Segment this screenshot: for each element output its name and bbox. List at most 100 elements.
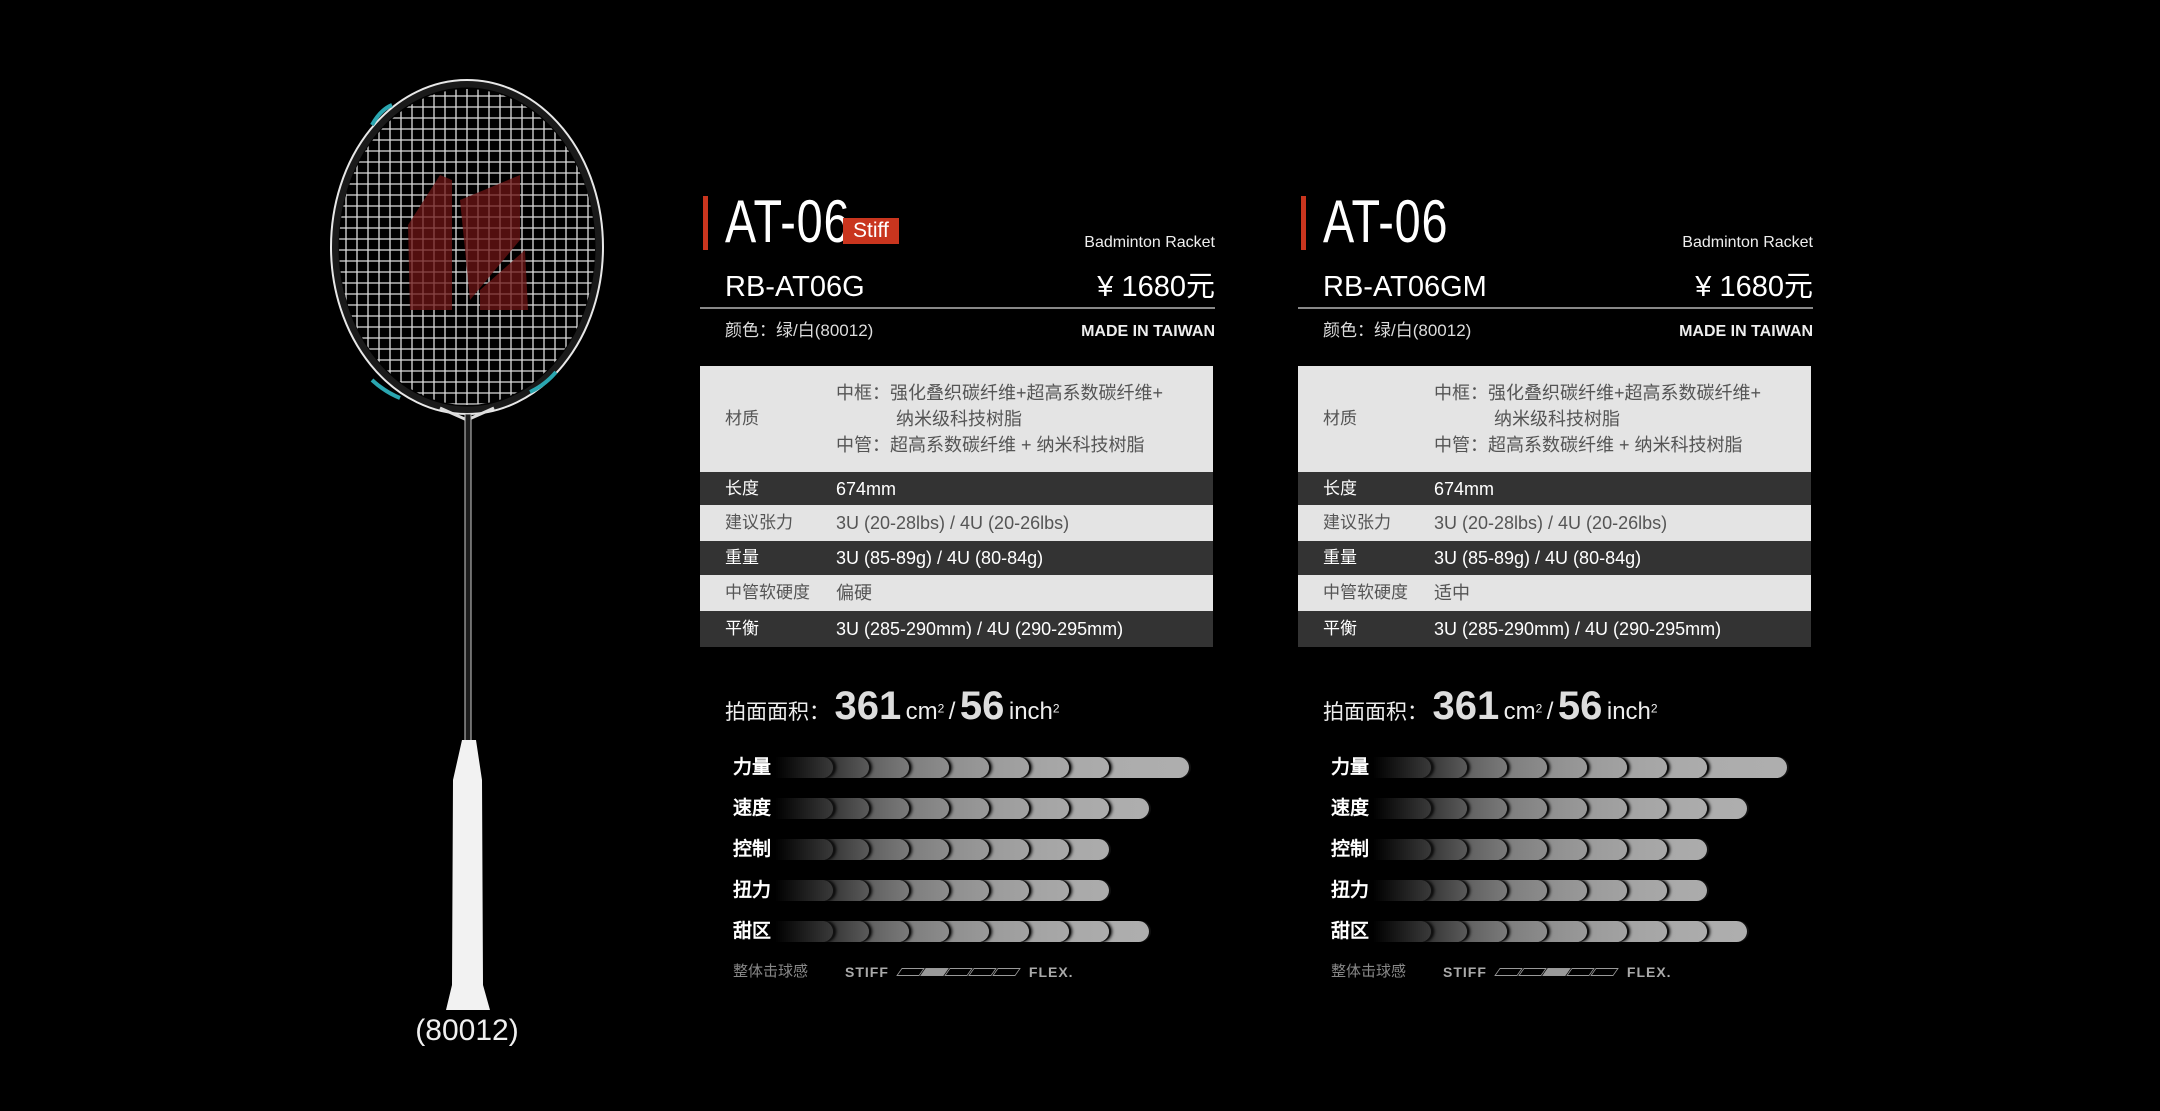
rating-row: 控制 [703,832,1223,873]
feel-scale: 整体击球感 STIFF FLEX. [1331,963,1672,980]
color-info: 颜色：绿/白(80012) [1323,321,1472,340]
rating-segment [1537,839,1587,860]
spec-table: 材质 中框：强化叠织碳纤维+超高系数碳纤维+ 纳米级科技树脂 中管：超高系数碳纤维 +… [700,366,1213,647]
spec-value: 中框：强化叠织碳纤维+超高系数碳纤维+ [836,383,1164,403]
model-number: RB-AT06GM [1323,271,1487,303]
spec-row: 中管软硬度 适中 [1298,575,1811,611]
rating-label: 控制 [1331,839,1370,860]
rating-segment [859,798,909,819]
spec-value: 适中 [1434,583,1470,603]
accent-bar [703,196,708,250]
rating-segment [1577,921,1627,942]
rating-segment [1577,839,1627,860]
racket-logo [408,175,528,310]
product-panel: AT-06 Stiff Badminton Racket RB-AT06G ¥ 16… [700,0,1223,1111]
price: ¥ 1680元 [1097,271,1215,303]
rating-segment [859,880,909,901]
spec-label: 重量 [1323,548,1357,567]
feel-step [1590,968,1619,976]
rating-segment [899,839,949,860]
rating-segment [1697,798,1747,819]
rating-segment [1497,757,1547,778]
rating-row: 扭力 [1301,873,1821,914]
rating-row: 速度 [703,791,1223,832]
spec-row: 重量 3U (85-89g) / 4U (80-84g) [1298,541,1811,575]
rating-segment [1657,921,1707,942]
product-category: Badminton Racket [1682,234,1813,251]
price: ¥ 1680元 [1695,271,1813,303]
rating-segment [1457,921,1507,942]
rating-segment [775,798,833,819]
rating-segment [1577,880,1627,901]
rating-segment [939,798,989,819]
racket-handle [446,740,490,1010]
racket-frame [331,80,603,414]
rating-segment [1373,880,1431,901]
rating-segment [1617,798,1667,819]
rating-segment [1497,921,1547,942]
rating-segment [979,839,1029,860]
spec-label: 重量 [725,548,759,567]
rating-segment [1497,798,1547,819]
rating-row: 甜区 [703,914,1223,955]
rating-segment [1059,798,1109,819]
rating-segment [979,921,1029,942]
spec-label: 建议张力 [725,513,793,532]
rating-segment [1657,757,1707,778]
rating-segment [1577,798,1627,819]
rating-segment [899,880,949,901]
rating-segment [1099,921,1149,942]
spec-row: 平衡 3U (285-290mm) / 4U (290-295mm) [1298,611,1811,647]
rating-segment [1537,757,1587,778]
rating-segment [1457,839,1507,860]
rating-label: 速度 [1331,798,1370,819]
spec-value: 中管：超高系数碳纤维 + 纳米科技树脂 [1434,435,1743,455]
rating-segment [859,921,909,942]
spec-value: 3U (285-290mm) / 4U (290-295mm) [1434,619,1722,639]
rating-segment [1019,880,1069,901]
spec-value: 中框：强化叠织碳纤维+超高系数碳纤维+ [1434,383,1762,403]
rating-segment [775,757,833,778]
spec-value: 纳米级科技树脂 [896,409,1022,429]
rating-segment [775,839,833,860]
rating-segment [1577,757,1627,778]
color-info: 颜色：绿/白(80012) [725,321,874,340]
rating-label: 力量 [733,757,772,778]
head-area: 拍面面积： 361 cm2 / 56 inch2 [1323,684,1658,728]
head-area: 拍面面积： 361 cm2 / 56 inch2 [725,684,1060,728]
spec-label: 建议张力 [1323,513,1391,532]
rating-segment [1099,757,1189,778]
feel-indicator [1494,968,1620,976]
rating-segment [1059,839,1109,860]
rating-segment [1457,798,1507,819]
rating-row: 速度 [1301,791,1821,832]
rating-label: 甜区 [1331,921,1370,942]
model-number: RB-AT06G [725,271,865,303]
divider [700,307,1215,309]
rating-segment [899,757,949,778]
spec-value: 中管：超高系数碳纤维 + 纳米科技树脂 [836,435,1145,455]
spec-row: 建议张力 3U (20-28lbs) / 4U (20-26lbs) [700,505,1213,541]
spec-row: 建议张力 3U (20-28lbs) / 4U (20-26lbs) [1298,505,1811,541]
spec-label: 平衡 [725,619,759,638]
rating-row: 力量 [703,750,1223,791]
spec-label: 长度 [725,478,759,498]
product-title: AT-06 [725,188,851,255]
rating-segment [775,921,833,942]
performance-ratings: 力量 速度 控制 扭力 甜区 [703,750,1223,955]
stiffness-badge: Stiff [843,218,899,244]
rating-segment [1537,798,1587,819]
rating-segment [1457,757,1507,778]
spec-row: 长度 674mm [1298,472,1811,505]
racket-code-caption: (80012) [415,1014,519,1047]
rating-segment [1019,798,1069,819]
rating-segment [1617,839,1667,860]
accent-bar [1301,196,1306,250]
rating-segment [979,798,1029,819]
rating-segment [1019,921,1069,942]
rating-segment [899,921,949,942]
spec-value: 3U (20-28lbs) / 4U (20-26lbs) [1434,513,1668,533]
spec-value: 3U (285-290mm) / 4U (290-295mm) [836,619,1124,639]
rating-segment [939,921,989,942]
